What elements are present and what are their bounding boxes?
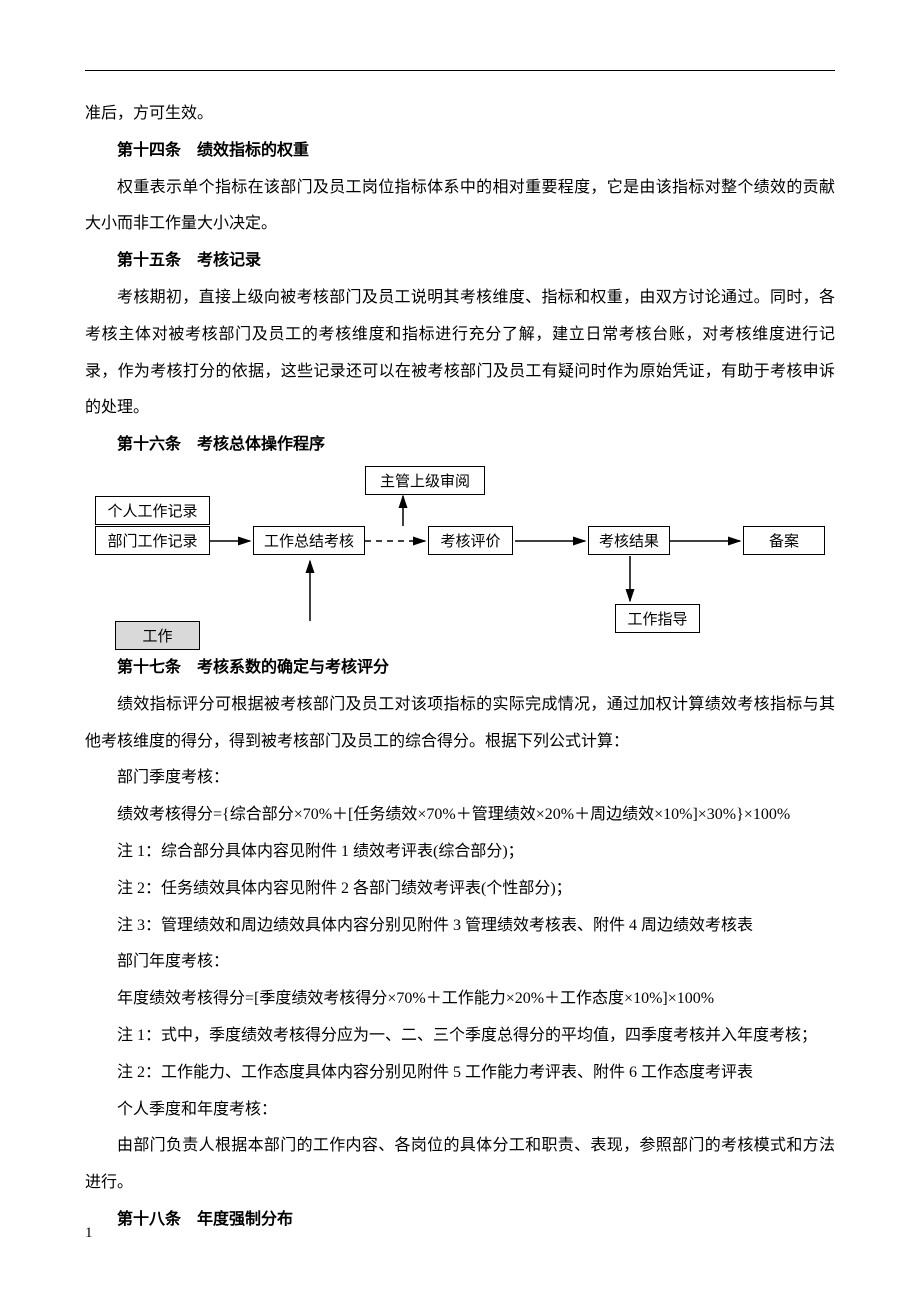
intro-tail: 准后，方可生效。 — [85, 96, 835, 133]
article-18-num: 第十八条 — [117, 1211, 181, 1228]
article-17-p8: 年度绩效考核得分=[季度绩效考核得分×70%＋工作能力×20%＋工作态度×10%… — [85, 981, 835, 1018]
flow-node-eval: 考核评价 — [428, 526, 513, 555]
article-14-heading: 第十四条绩效指标的权重 — [85, 133, 835, 170]
article-14-title: 绩效指标的权重 — [197, 142, 309, 159]
flow-node-work: 工作 — [115, 621, 200, 650]
article-14-num: 第十四条 — [117, 142, 181, 159]
article-16-title: 考核总体操作程序 — [197, 436, 325, 453]
header-rule — [85, 70, 835, 71]
article-17-p1: 绩效指标评分可根据被考核部门及员工对该项指标的实际完成情况，通过加权计算绩效考核… — [85, 687, 835, 761]
article-14-body: 权重表示单个指标在该部门及员工岗位指标体系中的相对重要程度，它是由该指标对整个绩… — [85, 170, 835, 244]
article-17-p11: 个人季度和年度考核： — [85, 1092, 835, 1129]
flow-node-summary: 工作总结考核 — [253, 526, 365, 555]
article-17-p3: 绩效考核得分={综合部分×70%＋[任务绩效×70%＋管理绩效×20%＋周边绩效… — [85, 797, 835, 834]
article-18-heading: 第十八条年度强制分布 — [85, 1202, 835, 1239]
article-17-p10: 注 2：工作能力、工作态度具体内容分别见附件 5 工作能力考评表、附件 6 工作… — [85, 1055, 835, 1092]
flow-node-dept-record: 部门工作记录 — [95, 526, 210, 555]
article-17-p4: 注 1：综合部分具体内容见附件 1 绩效考评表(综合部分)； — [85, 834, 835, 871]
flow-node-supervisor-review: 主管上级审阅 — [365, 466, 485, 495]
article-16-num: 第十六条 — [117, 436, 181, 453]
article-17-p6: 注 3：管理绩效和周边绩效具体内容分别见附件 3 管理绩效考核表、附件 4 周边… — [85, 908, 835, 945]
article-17-p9: 注 1：式中，季度绩效考核得分应为一、二、三个季度总得分的平均值，四季度考核并入… — [85, 1018, 835, 1055]
article-17-heading: 第十七条考核系数的确定与考核评分 — [85, 650, 835, 687]
article-18-title: 年度强制分布 — [197, 1211, 293, 1228]
flow-node-result: 考核结果 — [588, 526, 670, 555]
article-17-num: 第十七条 — [117, 659, 181, 676]
flow-node-guide: 工作指导 — [615, 604, 700, 633]
article-15-body: 考核期初，直接上级向被考核部门及员工说明其考核维度、指标和权重，由双方讨论通过。… — [85, 280, 835, 427]
article-17-p7: 部门年度考核： — [85, 944, 835, 981]
article-17-p5: 注 2：任务绩效具体内容见附件 2 各部门绩效考评表(个性部分)； — [85, 871, 835, 908]
flow-node-file: 备案 — [743, 526, 825, 555]
article-16-heading: 第十六条考核总体操作程序 — [85, 427, 835, 464]
article-17-p2: 部门季度考核： — [85, 760, 835, 797]
page-number: 1 — [85, 1225, 93, 1242]
article-17-p12: 由部门负责人根据本部门的工作内容、各岗位的具体分工和职责、表现，参照部门的考核模… — [85, 1128, 835, 1202]
flowchart-container: 主管上级审阅 个人工作记录 部门工作记录 工作总结考核 考核评价 考核结果 备案… — [85, 466, 835, 646]
article-17-title: 考核系数的确定与考核评分 — [197, 659, 389, 676]
article-15-title: 考核记录 — [197, 252, 261, 269]
article-15-num: 第十五条 — [117, 252, 181, 269]
flow-node-personal-record: 个人工作记录 — [95, 496, 210, 525]
article-15-heading: 第十五条考核记录 — [85, 243, 835, 280]
